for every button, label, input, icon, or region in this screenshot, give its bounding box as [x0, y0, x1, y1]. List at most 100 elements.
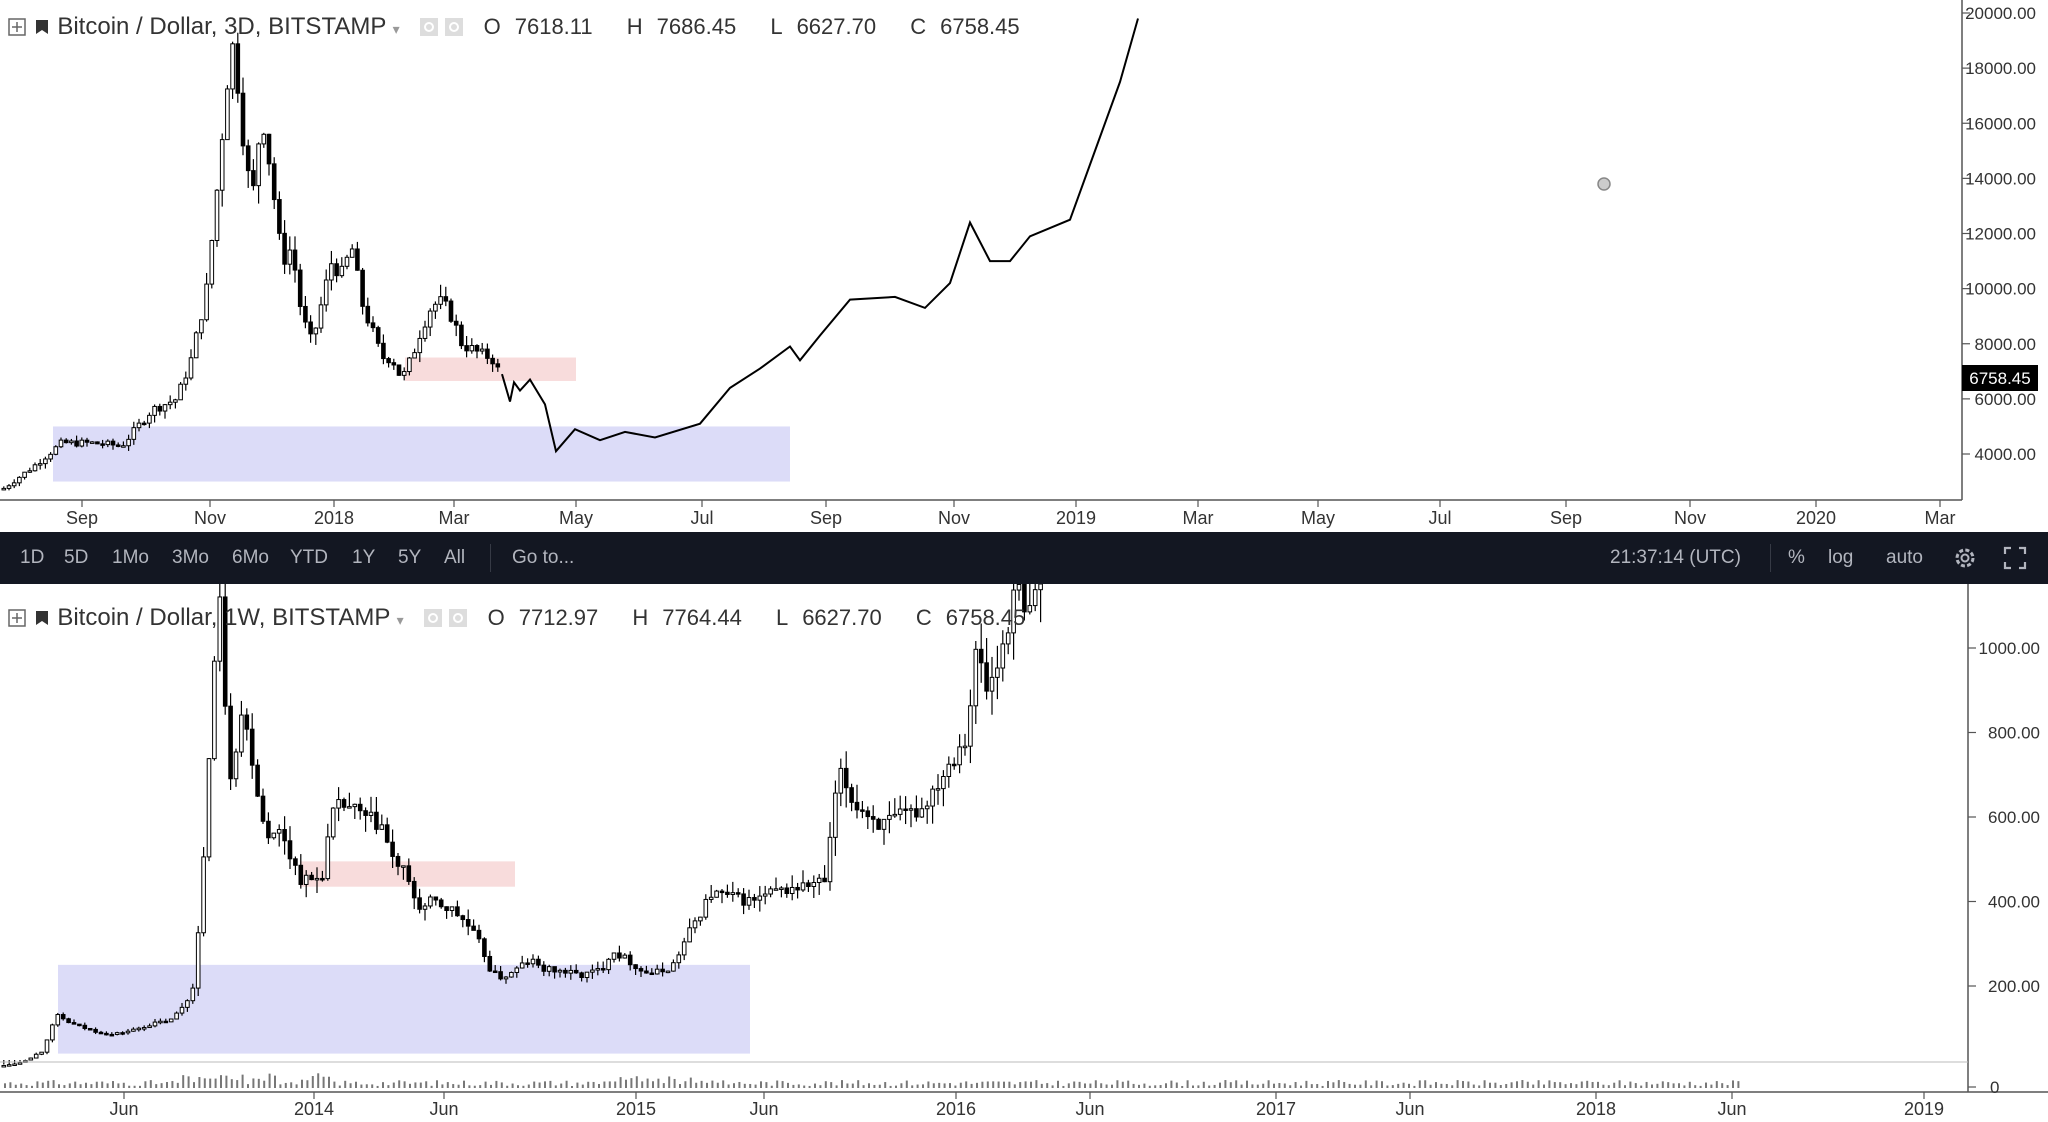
eye-icon[interactable] [424, 609, 443, 627]
volume-bar [85, 1082, 87, 1088]
volume-bar [31, 1085, 33, 1088]
candle [660, 968, 665, 973]
candle [946, 763, 952, 777]
volume-bar [565, 1080, 568, 1088]
candle [438, 296, 443, 305]
gear-icon[interactable] [1952, 545, 1978, 571]
volume-bar [1030, 1081, 1032, 1088]
anchor-point-icon[interactable] [1597, 177, 1611, 191]
candle [222, 596, 228, 707]
volume-bar [1229, 1082, 1232, 1088]
expand-icon[interactable] [8, 609, 26, 627]
candle [795, 886, 800, 891]
volume-bar [1327, 1080, 1329, 1088]
candle [676, 954, 682, 964]
candle [417, 337, 423, 354]
chart-3d[interactable]: 4000.00 6000.00 8000.00 10000.00 12000.00 140… [0, 0, 2048, 532]
range-button-1y[interactable]: 1Y [352, 547, 376, 568]
volume-bar [835, 1085, 838, 1088]
volume-bar [203, 1078, 206, 1088]
candle [465, 919, 471, 927]
volume-bar [122, 1082, 125, 1088]
candle [318, 304, 324, 329]
candle [381, 342, 386, 360]
range-button-6mo[interactable]: 6Mo [232, 547, 269, 568]
percent-toggle[interactable]: % [1788, 547, 1805, 568]
volume-bar [436, 1080, 438, 1088]
volume-bar [338, 1085, 341, 1088]
chart-1w-title[interactable]: Bitcoin / Dollar, 1W, BITSTAMP [57, 604, 390, 631]
goto-button[interactable]: Go to... [512, 547, 575, 568]
log-toggle[interactable]: log [1828, 547, 1854, 568]
volume-bar [684, 1081, 687, 1088]
price-tick-label: 8000.00 [1975, 335, 2036, 354]
volume-bar [1354, 1084, 1356, 1088]
candle [66, 1018, 71, 1024]
candle [287, 249, 293, 265]
candle [860, 809, 865, 812]
volume-bar [943, 1083, 946, 1088]
candle [579, 972, 584, 979]
volume-bar [668, 1076, 671, 1088]
volume-bar [1499, 1085, 1502, 1088]
close-label: C [910, 14, 927, 39]
range-button-5y[interactable]: 5Y [398, 547, 422, 568]
range-button-1mo[interactable]: 1Mo [112, 547, 149, 568]
candle [762, 893, 768, 897]
volume-bar [68, 1083, 71, 1088]
support-zone[interactable] [53, 426, 790, 482]
expand-icon[interactable] [8, 18, 26, 36]
candle [681, 941, 687, 956]
support-zone[interactable] [58, 964, 750, 1054]
volume-bar [1435, 1082, 1437, 1088]
volume-bar [1305, 1080, 1308, 1088]
candle [633, 964, 638, 970]
close-value: 6758.45 [945, 605, 1026, 630]
time-tick-label: Mar [439, 508, 470, 528]
candle [422, 905, 428, 910]
resistance-zone[interactable] [405, 357, 576, 381]
candle [330, 807, 336, 838]
range-button-all[interactable]: All [444, 547, 466, 568]
volume-bar [1148, 1085, 1151, 1088]
settings-icon[interactable] [444, 18, 463, 36]
time-tick-label: 2014 [294, 1099, 334, 1119]
open-value: 7712.97 [518, 605, 599, 630]
range-button-ytd[interactable]: YTD [290, 547, 328, 568]
candle [105, 440, 111, 446]
volume-bar [1062, 1085, 1065, 1088]
chart-3d-title[interactable]: Bitcoin / Dollar, 3D, BITSTAMP [57, 13, 386, 40]
volume-bar [1089, 1083, 1092, 1088]
volume-bar [1467, 1081, 1470, 1088]
range-button-1d[interactable]: 1D [20, 547, 45, 568]
candle [584, 971, 590, 979]
volume-bar [1413, 1085, 1416, 1088]
chart-3d-legend: Bitcoin / Dollar, 3D, BITSTAMP ▾ O 7618.1… [8, 10, 1048, 44]
time-tick-label: Nov [1674, 508, 1706, 528]
clock-readout[interactable]: 21:37:14 (UTC) [1610, 547, 1741, 568]
chevron-down-icon[interactable]: ▾ [396, 612, 404, 628]
volume-bar [1537, 1080, 1540, 1088]
candle [329, 263, 334, 281]
candle [282, 232, 287, 265]
volume-bar [1078, 1081, 1081, 1088]
volume-bar [1656, 1083, 1659, 1088]
range-button-5d[interactable]: 5D [64, 547, 89, 568]
chevron-down-icon[interactable]: ▾ [392, 21, 400, 37]
auto-toggle[interactable]: auto [1886, 547, 1923, 568]
volume-bar [1213, 1084, 1216, 1088]
candle [136, 422, 142, 429]
candle [48, 453, 53, 460]
volume-bar [1462, 1081, 1464, 1088]
volume-bar [500, 1082, 503, 1088]
candle [730, 892, 736, 895]
candle [401, 371, 407, 376]
settings-icon[interactable] [448, 609, 467, 627]
fullscreen-icon[interactable] [2002, 545, 2028, 571]
chart-1w[interactable]: 0 200.00 400.00 600.00 800.00 1000.00 Jun 2014… [0, 584, 2048, 1122]
volume-bar [1688, 1081, 1691, 1088]
range-button-3mo[interactable]: 3Mo [172, 547, 209, 568]
eye-icon[interactable] [420, 18, 439, 36]
candle [752, 897, 757, 901]
time-tick-label: 2015 [616, 1099, 656, 1119]
